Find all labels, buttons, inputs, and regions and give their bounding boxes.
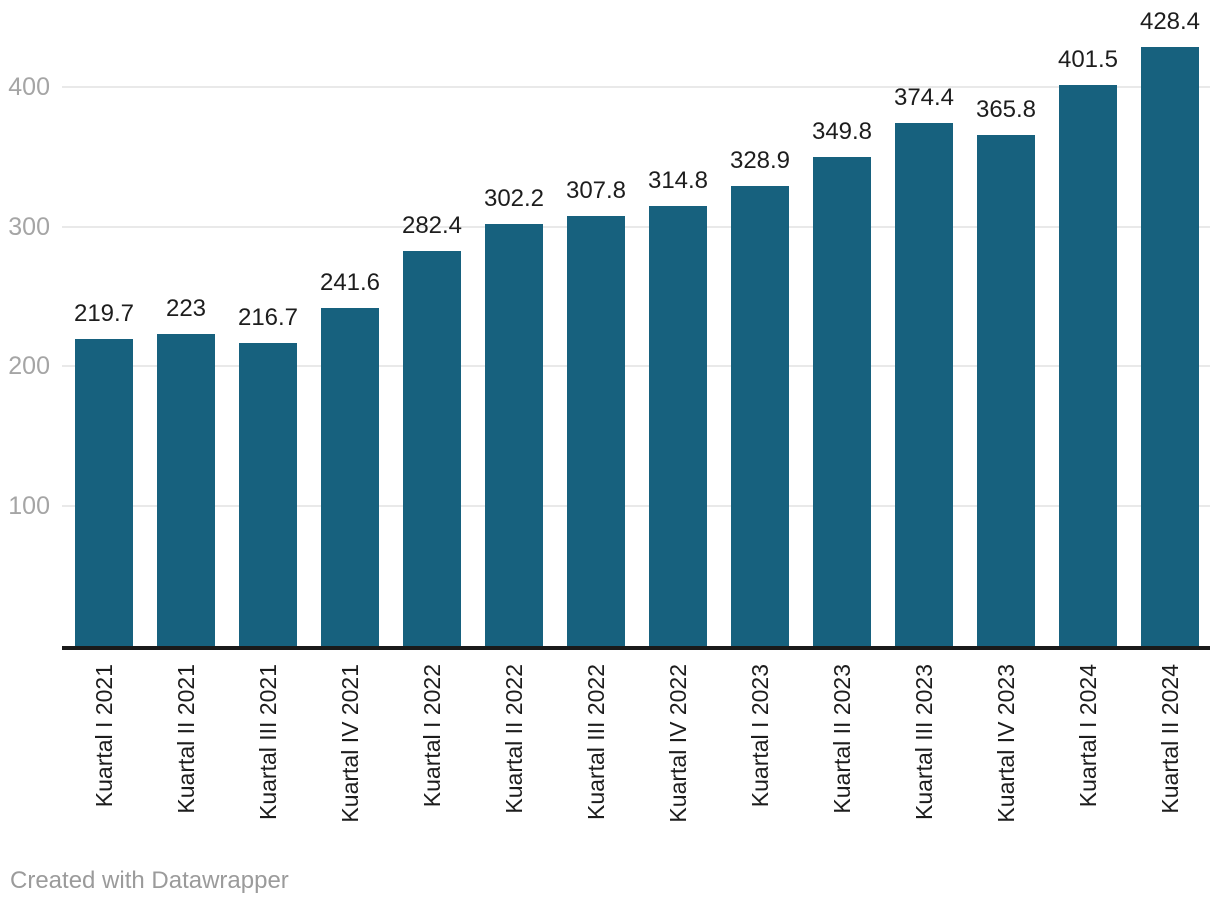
x-axis-tick-label: Kuartal II 2024 bbox=[1157, 664, 1183, 814]
bar[interactable] bbox=[567, 216, 625, 646]
datawrapper-attribution-link[interactable]: Created with Datawrapper bbox=[10, 867, 289, 894]
x-axis-tick-label: Kuartal I 2024 bbox=[1075, 664, 1101, 808]
y-axis-tick-label: 300 bbox=[8, 213, 50, 241]
bar-value-label: 374.4 bbox=[893, 84, 955, 111]
x-axis-tick-label: Kuartal I 2021 bbox=[91, 664, 117, 808]
bar-value-label: 282.4 bbox=[401, 212, 463, 239]
bar[interactable] bbox=[485, 224, 543, 646]
bar[interactable] bbox=[321, 308, 379, 646]
x-axis-tick-label: Kuartal III 2022 bbox=[583, 664, 609, 820]
x-axis-tick-label: Kuartal I 2023 bbox=[747, 664, 773, 808]
bar[interactable] bbox=[1059, 85, 1117, 646]
bar-value-label: 216.7 bbox=[237, 304, 299, 331]
bar-value-label: 314.8 bbox=[647, 167, 709, 194]
bar-value-label: 219.7 bbox=[73, 300, 135, 327]
bar-value-label: 328.9 bbox=[729, 147, 791, 174]
x-axis-tick-label: Kuartal III 2021 bbox=[255, 664, 281, 820]
x-axis-tick-label: Kuartal II 2022 bbox=[501, 664, 527, 814]
bar[interactable] bbox=[731, 186, 789, 646]
bar-value-label: 401.5 bbox=[1057, 46, 1119, 73]
x-axis-tick-label: Kuartal I 2022 bbox=[419, 664, 445, 808]
bar[interactable] bbox=[75, 339, 133, 646]
bar[interactable] bbox=[239, 343, 297, 646]
gridline bbox=[62, 86, 1210, 88]
bar[interactable] bbox=[977, 135, 1035, 646]
x-axis-tick-label: Kuartal II 2023 bbox=[829, 664, 855, 814]
bar-value-label: 307.8 bbox=[565, 177, 627, 204]
x-axis-tick-label: Kuartal IV 2021 bbox=[337, 664, 363, 823]
bar[interactable] bbox=[403, 251, 461, 646]
bar[interactable] bbox=[813, 157, 871, 646]
bar-value-label: 428.4 bbox=[1139, 8, 1201, 35]
y-axis-tick-label: 400 bbox=[8, 73, 50, 101]
plot-area: 100 200 300 400 219.7 Kuartal I 2021 223 Kuarta… bbox=[8, 8, 1210, 823]
x-axis-tick-label: Kuartal III 2023 bbox=[911, 664, 937, 820]
bar-value-label: 349.8 bbox=[811, 118, 873, 145]
bar-value-label: 223 bbox=[165, 295, 207, 322]
bar[interactable] bbox=[1141, 47, 1199, 646]
x-axis-tick-label: Kuartal IV 2023 bbox=[993, 664, 1019, 823]
bar-value-label: 241.6 bbox=[319, 269, 381, 296]
gridline bbox=[62, 226, 1210, 228]
bar[interactable] bbox=[649, 206, 707, 646]
gridline bbox=[62, 505, 1210, 507]
bar[interactable] bbox=[895, 123, 953, 646]
y-axis-tick-label: 200 bbox=[8, 352, 50, 380]
bar[interactable] bbox=[157, 334, 215, 646]
bar-value-label: 365.8 bbox=[975, 96, 1037, 123]
gridline bbox=[62, 365, 1210, 367]
x-axis-line bbox=[62, 646, 1210, 650]
x-axis-tick-label: Kuartal IV 2022 bbox=[665, 664, 691, 823]
x-axis-tick-label: Kuartal II 2021 bbox=[173, 664, 199, 814]
y-axis-tick-label: 100 bbox=[8, 492, 50, 520]
bar-value-label: 302.2 bbox=[483, 185, 545, 212]
